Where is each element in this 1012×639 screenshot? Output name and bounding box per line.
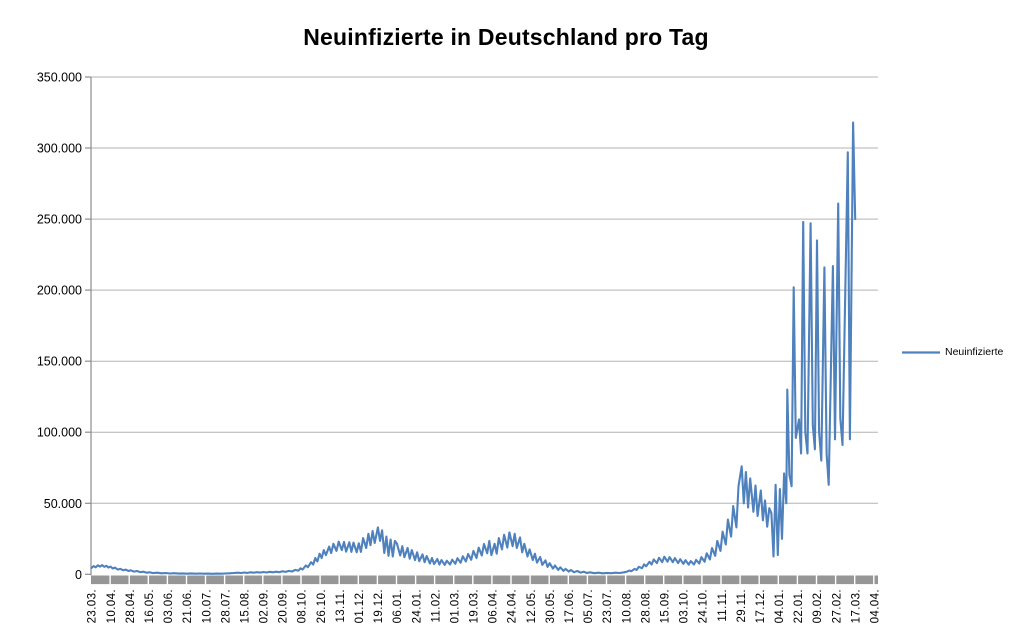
- x-tick-label: 19.03.: [469, 589, 481, 623]
- x-tick-label: 10.04.: [106, 589, 118, 623]
- x-tick-label: 24.01.: [411, 589, 423, 623]
- x-tick-label: 24.04.: [507, 589, 519, 623]
- x-tick-label: 15.09.: [660, 589, 672, 623]
- x-tick-label: 20.09.: [278, 589, 290, 623]
- x-tick-label: 04.04.: [870, 589, 882, 623]
- x-tick-label: 29.11.: [736, 589, 748, 623]
- y-tick-label: 150.000: [37, 355, 82, 369]
- x-tick-label: 10.07.: [201, 589, 213, 623]
- x-tick-label: 23.07.: [602, 589, 614, 623]
- legend: Neuinfizierte: [901, 346, 1003, 358]
- y-tick-label: 0: [75, 568, 82, 582]
- x-tick-label: 12.05.: [526, 589, 538, 623]
- x-tick-label: 17.03.: [850, 589, 862, 623]
- x-tick-label: 27.02.: [831, 589, 843, 623]
- legend-label: Neuinfizierte: [945, 346, 1004, 358]
- x-tick-label: 01.12.: [354, 589, 366, 623]
- chart-title: Neuinfizierte in Deutschland pro Tag: [303, 24, 709, 50]
- y-tick-label: 200.000: [37, 284, 82, 298]
- y-tick-label: 50.000: [44, 497, 82, 511]
- x-tick-label: 28.08.: [640, 589, 652, 623]
- x-tick-label: 11.11.: [717, 589, 729, 622]
- x-tick-label: 03.10.: [679, 589, 691, 623]
- x-tick-label: 05.07.: [583, 589, 595, 623]
- y-tick-label: 100.000: [37, 426, 82, 440]
- x-tick-label: 24.10.: [698, 589, 710, 623]
- x-tick-label: 26.10.: [316, 589, 328, 623]
- y-tick-label: 350.000: [37, 71, 82, 85]
- x-tick-label: 19.12.: [373, 589, 385, 623]
- x-tick-label: 10.08.: [621, 589, 633, 623]
- x-tick-label: 03.06.: [163, 589, 175, 623]
- x-tick-label: 08.10.: [297, 589, 309, 623]
- series-line: [90, 121, 857, 575]
- x-tick-label: 13.11.: [335, 589, 347, 623]
- x-tick-label: 16.05.: [144, 589, 156, 623]
- y-tick-label: 250.000: [37, 213, 82, 227]
- x-tick-label: 17.12.: [755, 589, 767, 623]
- legend-line-icon: [902, 350, 940, 354]
- x-tick-label: 17.06.: [564, 589, 576, 623]
- y-tick-label: 300.000: [37, 142, 82, 156]
- x-tick-label: 11.02.: [430, 589, 442, 623]
- x-axis-band: [91, 575, 878, 585]
- x-tick-label: 01.03.: [450, 589, 462, 623]
- x-tick-label: 09.02.: [812, 589, 824, 623]
- x-tick-label: 21.06.: [182, 589, 194, 623]
- x-tick-label: 15.08.: [240, 589, 252, 623]
- x-tick-label: 06.01.: [392, 589, 404, 623]
- x-tick-label: 23.03.: [87, 589, 99, 623]
- x-tick-label: 06.04.: [488, 589, 500, 623]
- x-tick-label: 28.07.: [220, 589, 232, 623]
- x-tick-label: 22.01.: [793, 589, 805, 623]
- x-tick-label: 28.04.: [125, 589, 137, 623]
- x-tick-label: 30.05.: [545, 589, 557, 623]
- x-tick-label: 02.09.: [259, 589, 271, 623]
- x-tick-label: 04.01.: [774, 589, 786, 623]
